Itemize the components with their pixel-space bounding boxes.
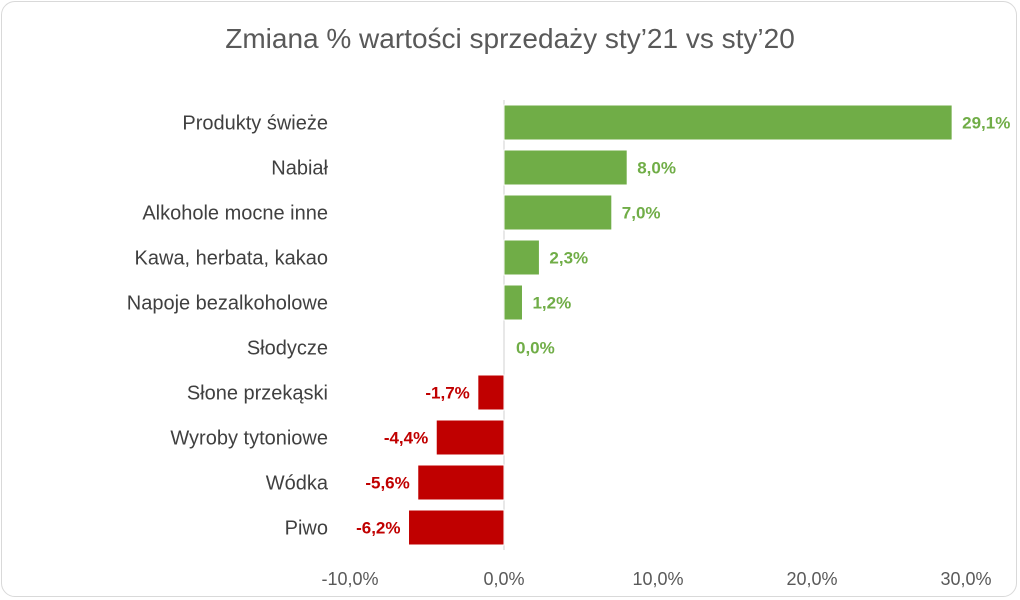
bar <box>477 374 505 411</box>
category-label: Słodycze <box>247 338 328 360</box>
bar <box>503 284 523 321</box>
category-label: Wyroby tytoniowe <box>170 428 328 450</box>
category-label: Kawa, herbata, kakao <box>135 248 328 270</box>
bar <box>435 419 505 456</box>
data-label: -1,7% <box>425 384 469 403</box>
bar <box>503 194 613 231</box>
chart-title: Zmiana % wartości sprzedaży sty’21 vs st… <box>225 23 795 54</box>
x-tick-label: 20,0% <box>786 569 837 589</box>
bar <box>408 509 505 546</box>
bar <box>417 464 505 501</box>
category-label: Piwo <box>285 518 328 540</box>
data-label: 1,2% <box>532 294 571 313</box>
category-label: Nabiał <box>271 158 328 180</box>
category-label: Napoje bezalkoholowe <box>127 293 328 315</box>
category-label: Słone przekąski <box>187 383 328 405</box>
data-label: -6,2% <box>356 519 400 538</box>
data-label: 8,0% <box>637 159 676 178</box>
data-label: 7,0% <box>622 204 661 223</box>
bar <box>503 239 540 276</box>
data-label: -5,6% <box>365 474 409 493</box>
data-label: -4,4% <box>384 429 428 448</box>
x-tick-label: -10,0% <box>321 569 378 589</box>
category-label: Alkohole mocne inne <box>142 203 328 225</box>
x-tick-label: 30,0% <box>940 569 991 589</box>
x-tick-label: 0,0% <box>483 569 524 589</box>
category-label: Wódka <box>266 473 329 495</box>
bar <box>503 104 953 141</box>
bar <box>503 149 628 186</box>
data-label: 0,0% <box>516 339 555 358</box>
category-label: Produkty świeże <box>182 113 328 135</box>
x-tick-label: 10,0% <box>632 569 683 589</box>
data-label: 29,1% <box>962 114 1010 133</box>
data-label: 2,3% <box>549 249 588 268</box>
